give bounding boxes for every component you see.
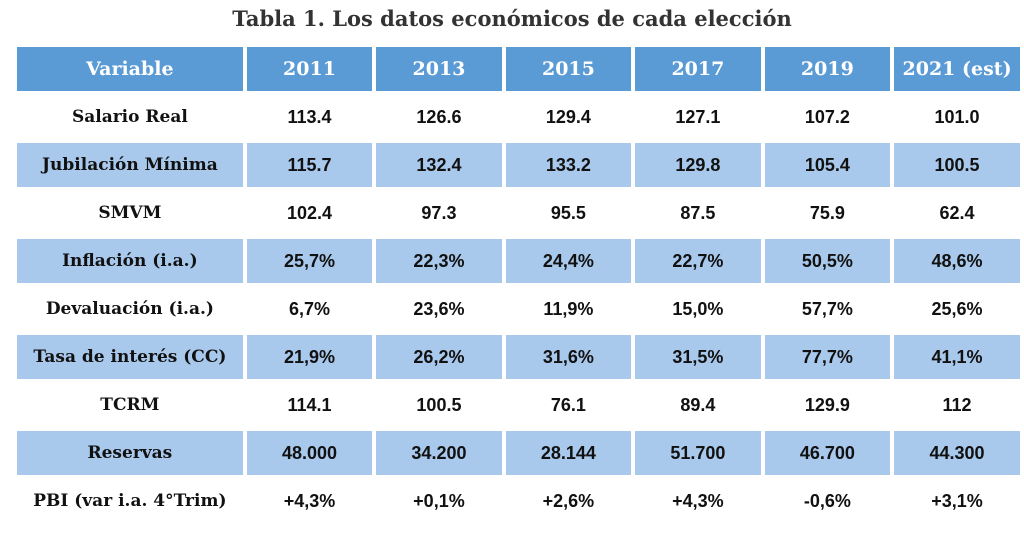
row-label: Inflación (i.a.) bbox=[17, 239, 243, 283]
table-cell: 23,6% bbox=[413, 298, 465, 319]
table-cell: 133.2 bbox=[505, 143, 632, 187]
column-header: 2011 bbox=[246, 47, 373, 91]
row-label: Devaluación (i.a.) bbox=[45, 299, 214, 319]
table-cell: 87.5 bbox=[680, 202, 716, 223]
table-cell: 26,2% bbox=[376, 335, 502, 379]
column-header: Variable bbox=[17, 47, 243, 91]
table-row: Reservas 48.000 34.200 28.144 51.700 46.… bbox=[17, 431, 1020, 475]
table-cell: 25,7% bbox=[246, 239, 373, 283]
table-row: Tasa de interés (CC) 21,9% 26,2% 31,6% 3… bbox=[17, 335, 1020, 379]
column-header: 2017 bbox=[635, 47, 761, 91]
table-cell: 31,5% bbox=[635, 335, 761, 379]
table-row: Inflación (i.a.) 25,7% 22,3% 24,4% 22,7%… bbox=[17, 239, 1020, 283]
table-cell: 6,7% bbox=[288, 298, 330, 319]
table-cell: 107.2 bbox=[804, 106, 850, 127]
table-cell: 11,9% bbox=[543, 298, 594, 319]
table-cell: 62.4 bbox=[939, 202, 975, 223]
table-cell: 48.000 bbox=[246, 431, 373, 475]
column-header: 2013 bbox=[376, 47, 502, 91]
table-cell: 100.5 bbox=[416, 394, 462, 415]
row-label: TCRM bbox=[100, 395, 160, 415]
row-label: SMVM bbox=[98, 203, 162, 223]
table-cell: 112 bbox=[942, 394, 972, 415]
table-cell: 24,4% bbox=[505, 239, 632, 283]
table-cell: 100.5 bbox=[894, 143, 1020, 187]
table-cell: 113.4 bbox=[287, 106, 332, 127]
row-label: PBI (var i.a. 4°Trim) bbox=[33, 491, 227, 511]
table-cell: 22,3% bbox=[376, 239, 502, 283]
table-cell: 22,7% bbox=[635, 239, 761, 283]
column-header: 2021 (est) bbox=[894, 47, 1020, 91]
table-cell: 34.200 bbox=[376, 431, 502, 475]
table-cell: 126.6 bbox=[416, 106, 462, 127]
table-cell: 102.4 bbox=[286, 202, 332, 223]
table-cell: -0,6% bbox=[803, 490, 851, 511]
table-cell: 41,1% bbox=[894, 335, 1020, 379]
header-row: Variable 2011 2013 2015 2017 2019 2021 (… bbox=[17, 47, 1020, 91]
table-cell: +2,6% bbox=[542, 490, 595, 511]
economic-data-table: Variable 2011 2013 2015 2017 2019 2021 (… bbox=[13, 43, 1024, 527]
table-cell: 28.144 bbox=[505, 431, 632, 475]
table-row: TCRM 114.1 100.5 76.1 89.4 129.9 112 bbox=[17, 383, 1020, 427]
table-cell: +4,3% bbox=[283, 490, 336, 511]
table-cell: 114.1 bbox=[287, 394, 332, 415]
table-row: Devaluación (i.a.) 6,7% 23,6% 11,9% 15,0… bbox=[17, 287, 1020, 331]
table-cell: +3,1% bbox=[931, 490, 983, 511]
table-row: Jubilación Mínima 115.7 132.4 133.2 129.… bbox=[17, 143, 1020, 187]
table-cell: 25,6% bbox=[931, 298, 983, 319]
table-cell: 21,9% bbox=[246, 335, 373, 379]
table-title: Tabla 1. Los datos económicos de cada el… bbox=[232, 6, 792, 31]
table-cell: 51.700 bbox=[635, 431, 761, 475]
table-row: SMVM 102.4 97.3 95.5 87.5 75.9 62.4 bbox=[17, 191, 1020, 235]
table-cell: 75.9 bbox=[809, 202, 845, 223]
column-header: 2019 bbox=[764, 47, 891, 91]
table-cell: 115.7 bbox=[246, 143, 373, 187]
table-cell: 127.1 bbox=[675, 106, 721, 127]
row-label: Tasa de interés (CC) bbox=[17, 335, 243, 379]
table-cell: 95.5 bbox=[550, 202, 586, 223]
table-cell: 15,0% bbox=[672, 298, 724, 319]
table-cell: 105.4 bbox=[764, 143, 891, 187]
table-row: Salario Real 113.4 126.6 129.4 127.1 107… bbox=[17, 95, 1020, 139]
table-cell: 57,7% bbox=[801, 298, 853, 319]
column-header: 2015 bbox=[505, 47, 632, 91]
table-cell: +4,3% bbox=[672, 490, 724, 511]
table-cell: 129.9 bbox=[804, 394, 850, 415]
table-cell: 97.3 bbox=[421, 202, 457, 223]
table-cell: 46.700 bbox=[764, 431, 891, 475]
table-cell: 50,5% bbox=[764, 239, 891, 283]
table-cell: 129.4 bbox=[545, 106, 591, 127]
table-cell: 76.1 bbox=[550, 394, 586, 415]
table-cell: 89.4 bbox=[680, 394, 716, 415]
table-cell: 101.0 bbox=[934, 106, 980, 127]
table-cell: 129.8 bbox=[635, 143, 761, 187]
table-cell: +0,1% bbox=[413, 490, 465, 511]
table-cell: 77,7% bbox=[764, 335, 891, 379]
table-cell: 44.300 bbox=[894, 431, 1020, 475]
table-cell: 132.4 bbox=[376, 143, 502, 187]
table-row: PBI (var i.a. 4°Trim) +4,3% +0,1% +2,6% … bbox=[17, 479, 1020, 523]
row-label: Salario Real bbox=[71, 107, 188, 127]
row-label: Reservas bbox=[17, 431, 243, 475]
row-label: Jubilación Mínima bbox=[17, 143, 243, 187]
table-cell: 48,6% bbox=[894, 239, 1020, 283]
table-cell: 31,6% bbox=[505, 335, 632, 379]
